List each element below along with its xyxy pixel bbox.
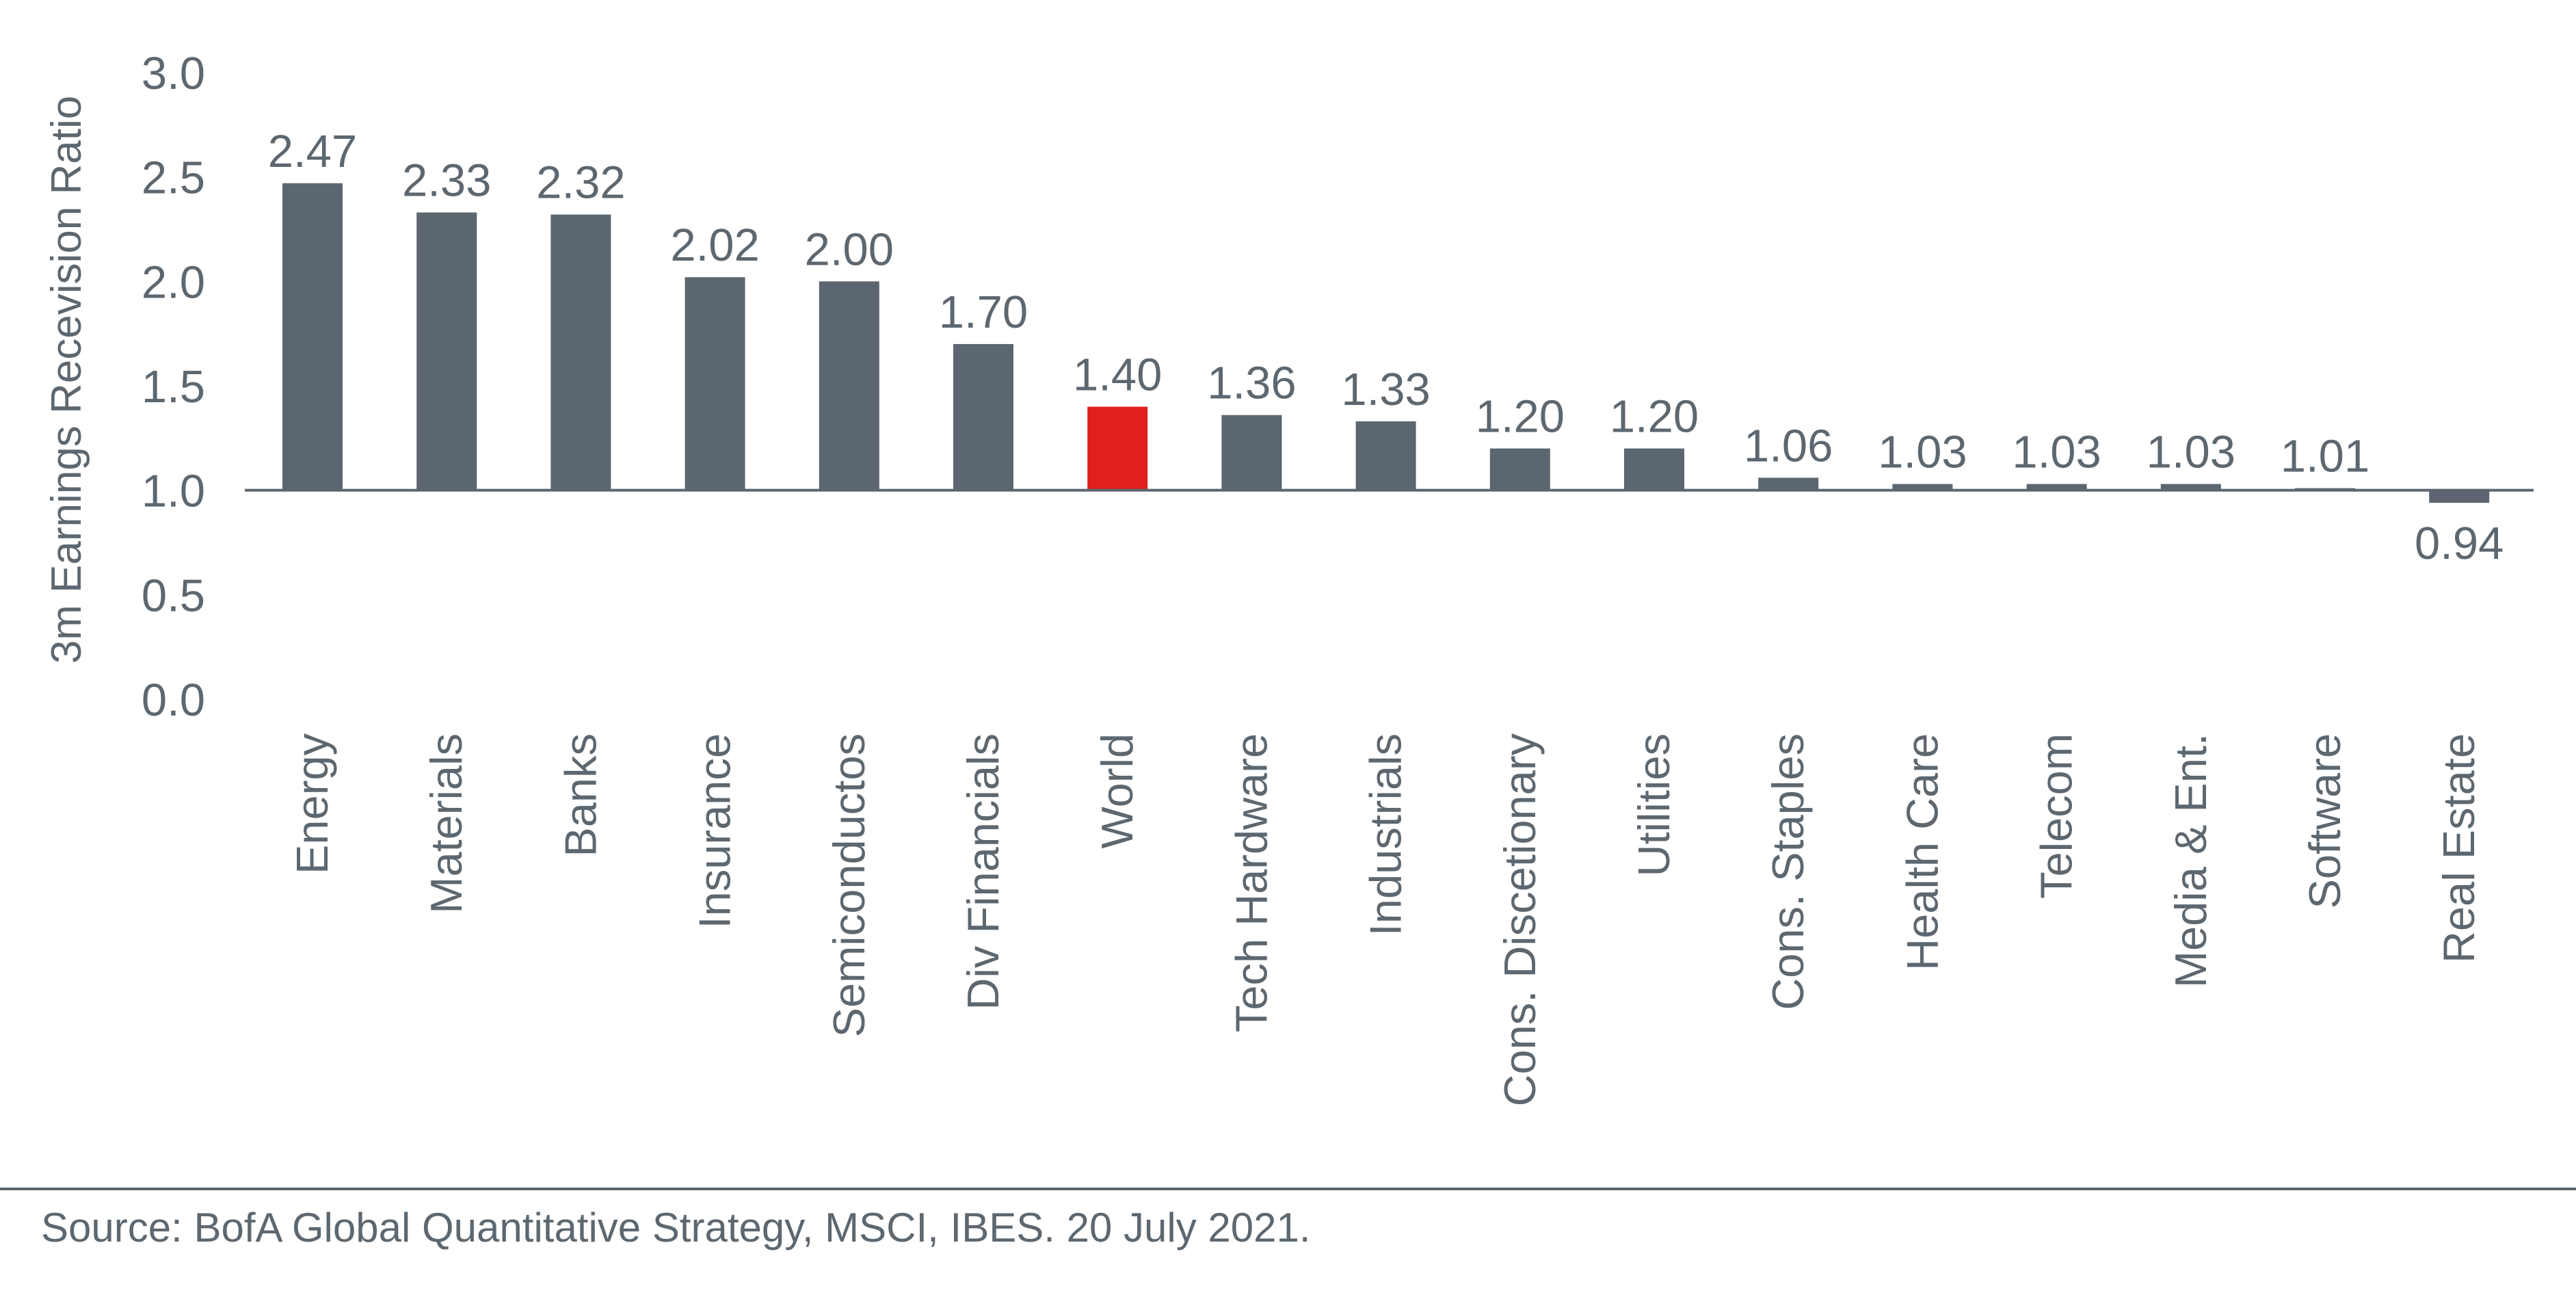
y-axis-ticks: 0.0 0.5 1.0 1.5 2.0 2.5 3.0	[142, 48, 205, 726]
bar	[2026, 484, 2087, 490]
bar	[1355, 421, 1416, 490]
value-label: 1.03	[2147, 427, 2235, 478]
footer-divider	[0, 1188, 2576, 1190]
value-label: 1.20	[1610, 391, 1699, 443]
bar	[953, 343, 1013, 490]
y-tick-label: 2.0	[142, 257, 205, 308]
category-label: Semiconductos	[824, 733, 874, 1037]
y-tick-label: 3.0	[142, 48, 205, 99]
bar-chart: 3m Earnings Recevision Ratio 0.0 0.5 1.0 1.…	[43, 48, 2534, 1107]
y-tick-label: 0.0	[142, 674, 205, 726]
category-label: Insurance	[690, 733, 740, 928]
value-label: 2.47	[268, 126, 357, 177]
category-label: Software	[2300, 733, 2350, 909]
value-label: 1.20	[1476, 391, 1565, 443]
bar	[1087, 406, 1148, 490]
bar	[1624, 448, 1684, 490]
bar	[2160, 484, 2221, 490]
bars	[282, 183, 2490, 503]
bar	[2429, 490, 2490, 503]
y-tick-label: 2.5	[142, 153, 205, 204]
bar	[1892, 484, 1953, 490]
value-label: 1.03	[1878, 427, 1967, 478]
source-note: Source: BofA Global Quantitative Strateg…	[41, 1205, 1311, 1250]
y-axis-label: 3m Earnings Recevision Ratio	[43, 96, 90, 664]
value-label: 2.33	[402, 155, 491, 207]
category-label: Tech Hardware	[1226, 733, 1276, 1032]
category-label: Utilities	[1629, 733, 1679, 876]
y-tick-label: 1.5	[142, 361, 205, 412]
value-label: 2.00	[805, 224, 894, 275]
category-label: Cons. Staples	[1763, 733, 1813, 1010]
bar	[685, 277, 745, 490]
value-label: 1.70	[939, 287, 1028, 338]
category-label: World	[1092, 733, 1142, 849]
category-label: Industrials	[1361, 733, 1411, 936]
value-label: 2.32	[536, 157, 625, 209]
category-label: Energy	[287, 733, 337, 874]
category-label: Health Care	[1897, 733, 1947, 971]
bar	[550, 214, 611, 490]
value-label: 1.33	[1341, 364, 1430, 415]
bar	[282, 183, 343, 490]
value-label: 1.36	[1207, 358, 1296, 409]
bar	[819, 281, 879, 490]
category-label: Real Estate	[2434, 733, 2484, 963]
bar	[1758, 477, 1819, 490]
category-labels: Energy Materials Banks Insurance Semiconduct…	[287, 733, 2484, 1107]
bar	[1221, 415, 1282, 490]
bar	[416, 212, 477, 490]
value-labels: 2.47 2.33 2.32 2.02 2.00 1.70 1.40 1.36 1.33 1.20…	[268, 126, 2504, 569]
value-label: 0.94	[2415, 518, 2504, 569]
category-label: Div Financials	[958, 733, 1008, 1010]
y-tick-label: 1.0	[142, 466, 205, 517]
value-label: 1.03	[2012, 427, 2101, 478]
category-label: Materials	[421, 733, 471, 914]
category-label: Media & Ent.	[2166, 733, 2216, 988]
value-label: 1.01	[2281, 431, 2369, 482]
category-label: Telecom	[2032, 733, 2082, 899]
value-label: 1.06	[1744, 420, 1833, 471]
y-tick-label: 0.5	[142, 570, 205, 621]
category-label: Cons. Discetionary	[1495, 733, 1545, 1107]
value-label: 2.02	[670, 220, 759, 271]
category-label: Banks	[555, 733, 605, 857]
bar	[1489, 448, 1550, 490]
value-label: 1.40	[1073, 350, 1162, 401]
